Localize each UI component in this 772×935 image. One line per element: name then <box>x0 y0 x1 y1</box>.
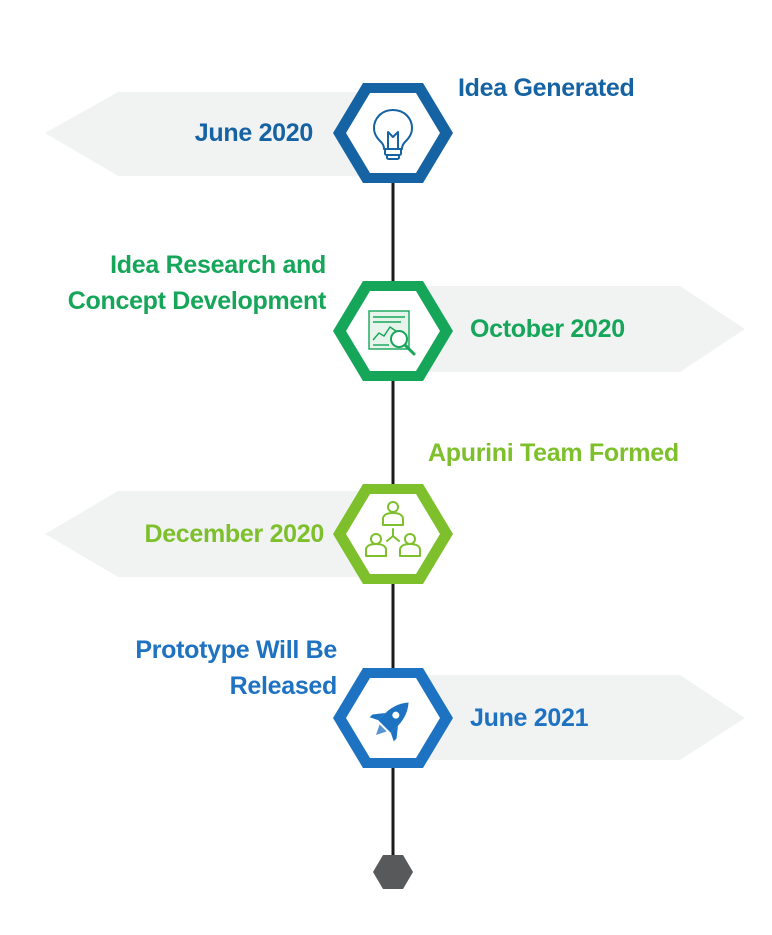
team-icon <box>365 501 421 557</box>
research-document-icon <box>368 310 416 356</box>
milestone-4-date: June 2021 <box>470 704 589 732</box>
milestone-1-date: June 2020 <box>194 119 314 147</box>
lightbulb-icon <box>373 109 413 160</box>
milestone-2-date: October 2020 <box>470 315 625 343</box>
banner-1 <box>45 92 392 176</box>
banner-2 <box>392 286 745 372</box>
milestone-3-date: December 2020 <box>144 520 324 548</box>
banner-3 <box>45 491 392 577</box>
milestone-2-title: Idea Research and Concept Development <box>67 247 327 319</box>
milestone-4-title: Prototype Will Be Released <box>135 632 337 704</box>
timeline-end-marker <box>373 855 413 889</box>
banner-4 <box>392 675 745 760</box>
milestone-1-title: Idea Generated <box>458 74 635 102</box>
milestone-node-1 <box>333 83 453 183</box>
milestone-4-title-line-2: Released <box>229 672 338 700</box>
milestone-4-title-line-1: Prototype Will Be <box>135 636 337 664</box>
rocket-icon <box>369 702 409 742</box>
milestone-2-title-line-2: Concept Development <box>67 287 327 315</box>
milestone-2-title-line-1: Idea Research and <box>110 251 326 279</box>
milestone-3-title: Apurini Team Formed <box>428 439 679 467</box>
